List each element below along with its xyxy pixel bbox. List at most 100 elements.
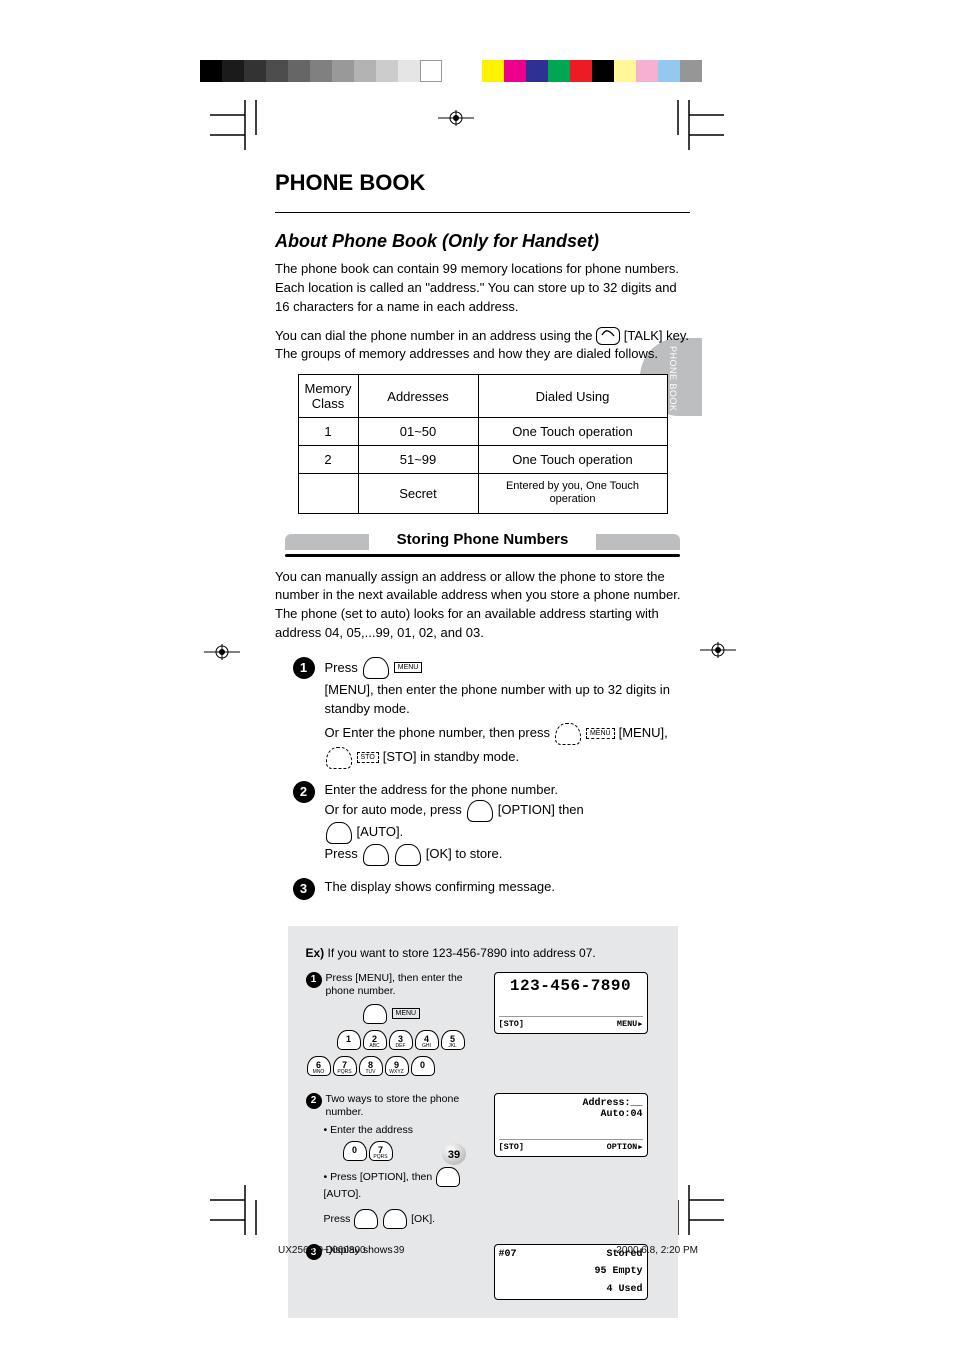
text: [MENU], then enter the phone number with… bbox=[325, 681, 673, 719]
digit-key-icon: 9WXYZ bbox=[385, 1056, 409, 1076]
example-right: 123-456-7890 [STO] MENU bbox=[494, 972, 654, 1079]
lcd-softkey-l: [STO] bbox=[499, 1019, 525, 1029]
footer-timestamp: 2000.6.8, 2:20 PM bbox=[616, 1245, 698, 1256]
swatch bbox=[288, 60, 310, 82]
digit-key-icon: 7PQRS bbox=[333, 1056, 357, 1076]
section-header: Storing Phone Numbers bbox=[275, 534, 690, 560]
text: [AUTO]. bbox=[324, 1188, 362, 1200]
paragraph: You can manually assign an address or al… bbox=[275, 568, 690, 643]
table-cell bbox=[298, 474, 358, 513]
rule bbox=[285, 554, 680, 558]
table-cell: One Touch operation bbox=[478, 418, 667, 446]
swatch bbox=[310, 60, 332, 82]
crop-mark-icon bbox=[210, 100, 260, 150]
text: [OK] to store. bbox=[426, 845, 503, 864]
softkey-icon bbox=[354, 1209, 378, 1229]
digit-key-icon: 0 bbox=[411, 1056, 435, 1076]
text: [MENU], bbox=[619, 724, 668, 743]
lcd-line: Address:__ bbox=[499, 1098, 643, 1110]
swatch bbox=[332, 60, 354, 82]
svg-text:39: 39 bbox=[448, 1149, 460, 1161]
text: [OPTION] then bbox=[498, 801, 584, 820]
swatch bbox=[222, 60, 244, 82]
swatch bbox=[354, 60, 376, 82]
section-heading: About Phone Book (Only for Handset) bbox=[275, 231, 690, 252]
text: Press [MENU], then enter the phone numbe… bbox=[326, 972, 494, 999]
digit-key-icon: 4GHI bbox=[415, 1030, 439, 1050]
page-number-icon: 39 bbox=[440, 1142, 468, 1166]
softkey-icon bbox=[363, 1004, 387, 1024]
text: Or Enter the phone number, then press bbox=[325, 724, 550, 743]
text: Press bbox=[324, 1213, 354, 1225]
softkey-label: MENU bbox=[586, 728, 615, 739]
example-intro: Ex) If you want to store 123-456-7890 in… bbox=[306, 946, 660, 960]
table-cell: 01~50 bbox=[358, 418, 478, 446]
text: You can dial the phone number in an addr… bbox=[275, 328, 596, 343]
text: Two ways to store the phone number. bbox=[326, 1093, 494, 1120]
text: Enter the address bbox=[330, 1124, 413, 1136]
crop-mark-icon bbox=[674, 100, 724, 150]
example-right: Address:__ Auto:04 [STO] OPTION bbox=[494, 1093, 654, 1230]
step-number: 3 bbox=[293, 878, 315, 900]
swatch bbox=[376, 60, 398, 82]
softkey-label: STO bbox=[357, 752, 379, 763]
example-row-2: 2 Two ways to store the phone number. • … bbox=[306, 1093, 660, 1230]
step-1: 1 Press MENU [MENU], then enter the phon… bbox=[293, 657, 673, 769]
table-cell: 2 bbox=[298, 446, 358, 474]
swatch bbox=[420, 60, 442, 82]
table-header: Memory Class bbox=[298, 375, 358, 418]
registration-mark-icon bbox=[438, 108, 474, 128]
lcd-softkey-l: [STO] bbox=[499, 1142, 525, 1152]
digit-key-icon: 8TUV bbox=[359, 1056, 383, 1076]
section-title: Storing Phone Numbers bbox=[275, 531, 690, 548]
digit-key-icon: 5JKL bbox=[441, 1030, 465, 1050]
text: [AUTO]. bbox=[357, 823, 404, 842]
softkey-icon bbox=[436, 1167, 460, 1187]
table-cell: Secret bbox=[358, 474, 478, 513]
step-body: Press MENU [MENU], then enter the phone … bbox=[325, 657, 673, 769]
swatch bbox=[504, 60, 526, 82]
lcd-softkey-r: OPTION bbox=[607, 1142, 643, 1152]
table-cell: Entered by you, One Touch operation bbox=[478, 474, 667, 513]
text: Or for auto mode, press bbox=[325, 801, 462, 820]
text: 39 bbox=[393, 1245, 404, 1256]
crop-mark-icon bbox=[210, 1185, 260, 1235]
step-body: Enter the address for the phone number. … bbox=[325, 781, 673, 866]
rule bbox=[275, 212, 690, 213]
color-swatches bbox=[482, 60, 702, 82]
lcd-line: 4 Used bbox=[499, 1284, 643, 1296]
example-row-1: 1 Press [MENU], then enter the phone num… bbox=[306, 972, 660, 1079]
step-body: The display shows confirming message. bbox=[325, 878, 673, 900]
text: [STO] in standby mode. bbox=[383, 748, 519, 767]
digit-key-icon: 0 bbox=[343, 1141, 367, 1161]
table-row: Secret Entered by you, One Touch operati… bbox=[298, 474, 667, 513]
swatch bbox=[614, 60, 636, 82]
swatch bbox=[200, 60, 222, 82]
step-3: 3 The display shows confirming message. bbox=[293, 878, 673, 900]
paragraph: You can dial the phone number in an addr… bbox=[275, 327, 690, 365]
step-2: 2 Enter the address for the phone number… bbox=[293, 781, 673, 866]
registration-mark-icon bbox=[204, 642, 240, 662]
text: Press bbox=[325, 845, 358, 864]
memory-table: Memory Class Addresses Dialed Using 1 01… bbox=[298, 374, 668, 513]
text: Press bbox=[325, 659, 358, 678]
softkey-icon bbox=[383, 1209, 407, 1229]
swatch bbox=[570, 60, 592, 82]
softkey-label: MENU bbox=[394, 662, 423, 673]
example-left: 1 Press [MENU], then enter the phone num… bbox=[306, 972, 494, 1079]
lcd-line: 95 Empty bbox=[499, 1266, 643, 1278]
digit-key-icon: 6MNO bbox=[307, 1056, 331, 1076]
step-number: 2 bbox=[306, 1093, 322, 1109]
text: Ex) bbox=[306, 946, 325, 960]
swatch bbox=[658, 60, 680, 82]
softkey-label: MENU bbox=[392, 1008, 421, 1019]
registration-mark-icon bbox=[700, 640, 736, 660]
swatch bbox=[680, 60, 702, 82]
swatch bbox=[244, 60, 266, 82]
table-header: Dialed Using bbox=[478, 375, 667, 418]
text: UX256(09~)060800 bbox=[278, 1245, 366, 1256]
footer-filename: UX256(09~)060800 39 bbox=[278, 1245, 405, 1256]
lcd-screen: 123-456-7890 [STO] MENU bbox=[494, 972, 648, 1034]
lcd-line: 123-456-7890 bbox=[499, 977, 643, 995]
swatch bbox=[636, 60, 658, 82]
